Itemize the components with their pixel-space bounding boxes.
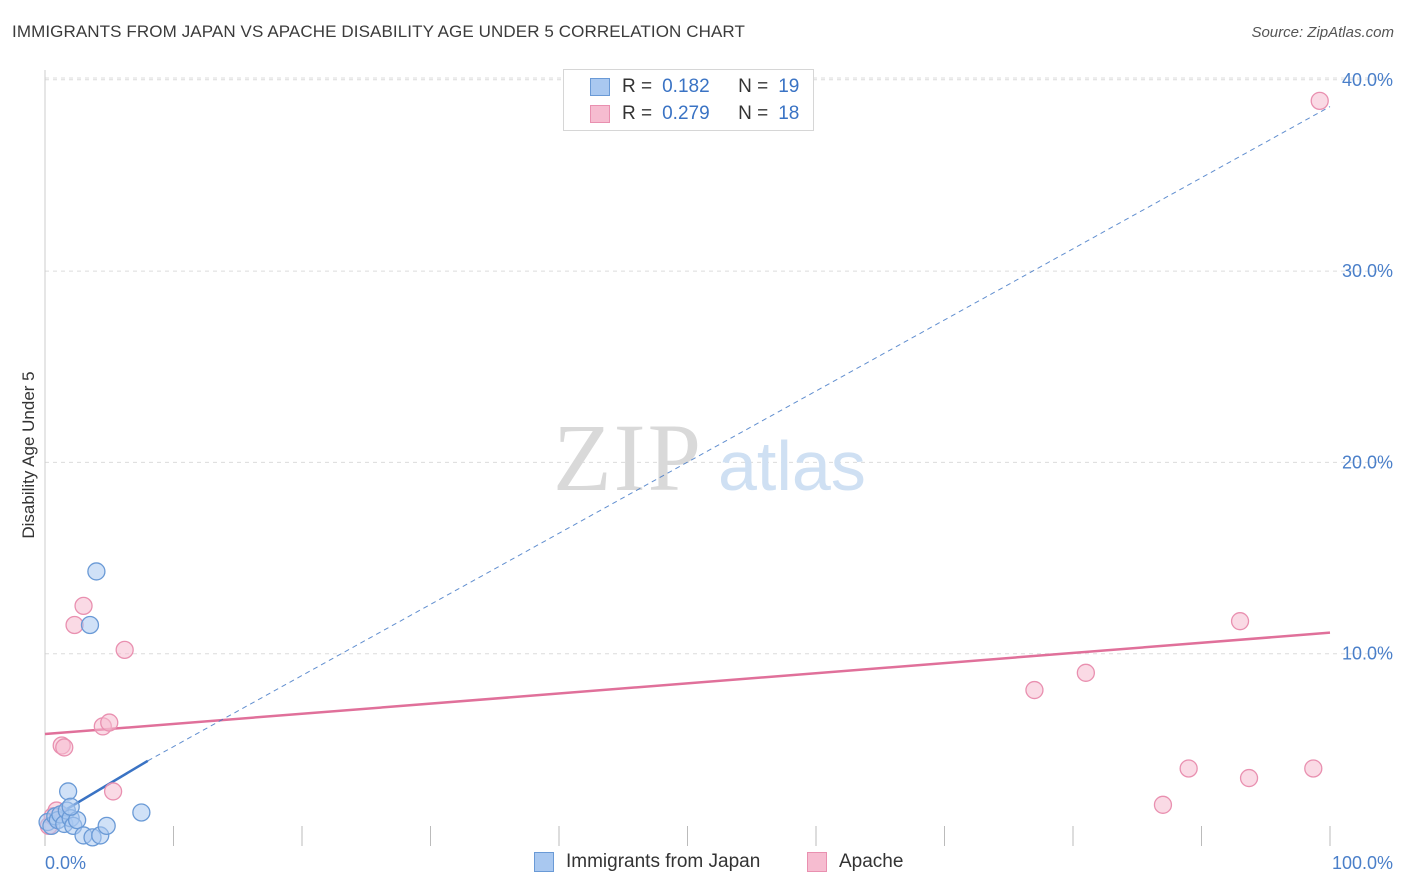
legend-r-label: R = xyxy=(622,103,653,124)
x-tick-label-max: 100.0% xyxy=(1332,853,1393,873)
point-apache xyxy=(55,738,74,757)
y-axis-label: Disability Age Under 5 xyxy=(19,371,38,538)
legend-swatch-japan xyxy=(590,78,610,96)
y-tick-label: 10.0% xyxy=(1342,644,1393,664)
legend-n-value: 18 xyxy=(778,103,800,124)
point-japan xyxy=(132,803,151,822)
chart-title: IMMIGRANTS FROM JAPAN VS APACHE DISABILI… xyxy=(12,22,745,41)
trend-line-apache xyxy=(44,631,1331,736)
legend-item-apache[interactable]: Apache xyxy=(807,851,903,873)
point-japan xyxy=(97,816,116,836)
chart-source: Source: ZipAtlas.com xyxy=(1251,24,1394,41)
point-apache xyxy=(1076,663,1095,682)
point-apache xyxy=(1179,759,1198,778)
legend-n-label: N = xyxy=(738,76,769,97)
point-japan xyxy=(80,615,100,635)
point-apache xyxy=(103,782,123,801)
watermark-zip: ZIP xyxy=(553,404,703,511)
y-tick-label: 20.0% xyxy=(1342,452,1393,472)
point-japan xyxy=(61,797,80,816)
grid-lines xyxy=(45,77,1385,655)
watermark-atlas: atlas xyxy=(718,427,866,505)
legend-n-value: 19 xyxy=(778,76,800,97)
legend-item-japan[interactable]: Immigrants from Japan xyxy=(534,851,760,873)
x-tick-labels: 0.0% 100.0% xyxy=(45,853,1393,873)
point-apache xyxy=(100,713,119,732)
point-japan xyxy=(87,562,106,581)
point-apache xyxy=(115,640,134,660)
legend-row-japan: R = 0.182 N = 19 xyxy=(590,74,799,100)
point-apache xyxy=(1230,612,1250,631)
y-tick-label: 40.0% xyxy=(1342,70,1393,90)
legend-r-value: 0.182 xyxy=(662,76,710,97)
axes xyxy=(44,70,1331,846)
legend-n-label: N = xyxy=(738,103,769,124)
legend-row-apache: R = 0.279 N = 18 xyxy=(590,101,799,127)
x-tick-label-min: 0.0% xyxy=(45,853,86,873)
point-apache xyxy=(1239,768,1259,788)
y-tick-labels: 10.0% 20.0% 30.0% 40.0% xyxy=(1342,70,1393,664)
point-apache xyxy=(1304,759,1323,778)
point-apache xyxy=(1153,795,1173,814)
legend-r-value: 0.279 xyxy=(662,103,710,124)
point-apache xyxy=(1310,91,1329,110)
data-points xyxy=(38,91,1329,847)
legend-swatch-apache xyxy=(807,852,827,872)
correlation-legend: R = 0.182 N = 19 R = 0.279 N = 18 xyxy=(563,69,814,131)
legend-label-japan: Immigrants from Japan xyxy=(566,851,761,872)
point-apache xyxy=(65,615,84,635)
legend-swatch-japan xyxy=(534,852,554,872)
legend-swatch-apache xyxy=(590,105,610,123)
series-legend: Immigrants from Japan Apache xyxy=(0,851,1406,879)
y-tick-label: 30.0% xyxy=(1342,261,1393,281)
legend-label-apache: Apache xyxy=(839,851,904,872)
point-apache xyxy=(1025,680,1044,700)
trend-line-japan-projected xyxy=(147,106,1331,762)
point-apache xyxy=(74,596,93,616)
legend-r-label: R = xyxy=(622,76,653,97)
watermark: ZIP atlas xyxy=(553,404,866,511)
point-japan xyxy=(58,782,78,801)
